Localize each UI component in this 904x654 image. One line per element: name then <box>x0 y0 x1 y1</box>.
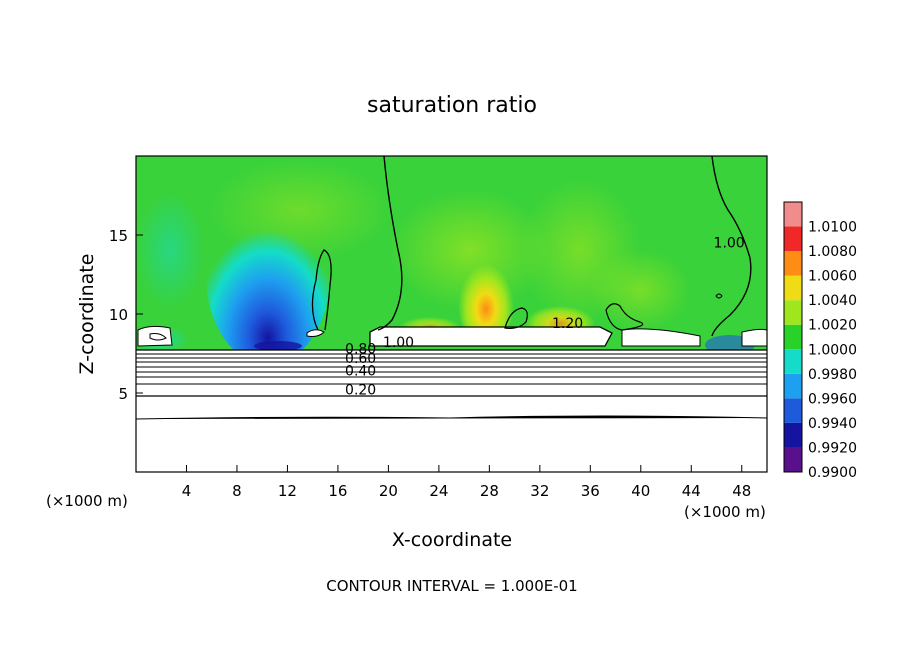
contour-label: 0.60 <box>345 351 376 367</box>
x-unit-right: (×1000 m) <box>684 503 766 521</box>
contour-label: 1.20 <box>552 316 583 332</box>
colorbar-label: 1.0080 <box>808 244 857 260</box>
y-axis: 5 10 15 <box>109 227 143 403</box>
colorbar-swatch <box>784 202 802 227</box>
colorbar-swatch <box>784 398 802 423</box>
x-axis-label: X-coordinate <box>392 529 512 551</box>
x-axis: 4 8 12 16 20 24 28 32 36 40 44 48 <box>182 465 751 500</box>
x-tick-label: 48 <box>732 482 751 500</box>
colorbar-swatch <box>784 324 802 350</box>
colorbar-label: 1.0000 <box>808 342 857 358</box>
colorbar-label: 1.0100 <box>808 220 857 236</box>
x-tick-label: 8 <box>232 482 242 500</box>
colorbar-swatch <box>784 300 802 325</box>
contour-label: 0.40 <box>345 364 376 380</box>
contour-label: 0.80 <box>345 342 376 358</box>
stable-layer <box>136 350 767 472</box>
chart-title: saturation ratio <box>367 93 537 118</box>
colorbar-swatch <box>784 373 802 399</box>
colorbar-swatch <box>784 349 802 374</box>
x-tick-label: 44 <box>682 482 701 500</box>
y-axis-label: Z-coordinate <box>76 254 98 375</box>
colorbar-swatch <box>784 226 802 252</box>
colorbar-label: 1.0020 <box>808 318 857 334</box>
x-tick-label: 40 <box>631 482 650 500</box>
x-tick-label: 28 <box>480 482 499 500</box>
colorbar-swatch <box>784 447 802 472</box>
contour-1-00-right <box>711 156 752 337</box>
x-tick-label: 16 <box>328 482 347 500</box>
x-tick-label: 36 <box>581 482 600 500</box>
colorbar: 0.9900 0.9920 0.9940 0.9960 0.9980 1.0000 1.00… <box>783 201 857 481</box>
y-tick-label: 5 <box>118 385 128 403</box>
contour-label: 1.00 <box>714 236 745 252</box>
x-tick-label: 32 <box>530 482 549 500</box>
colorbar-label: 0.9940 <box>808 416 857 432</box>
colorbar-label: 0.9980 <box>808 367 857 383</box>
plot-area <box>136 156 767 472</box>
moist-plume <box>458 255 514 345</box>
x-tick-label: 12 <box>278 482 297 500</box>
x-tick-label: 20 <box>379 482 398 500</box>
dry-plume <box>206 185 330 365</box>
x-unit-left: (×1000 m) <box>46 492 128 510</box>
colorbar-label: 1.0040 <box>808 293 857 309</box>
colorbar-label: 1.0060 <box>808 269 857 285</box>
colorbar-label: 0.9960 <box>808 391 857 407</box>
x-tick-label: 24 <box>429 482 448 500</box>
contour-1-00-left <box>377 156 403 331</box>
y-tick-label: 10 <box>109 306 128 324</box>
contour-label: 1.00 <box>383 335 414 351</box>
x-tick-label: 4 <box>182 482 192 500</box>
contour-label: 0.20 <box>345 383 376 399</box>
colorbar-swatch <box>784 251 802 276</box>
colorbar-swatch <box>784 275 802 301</box>
colorbar-swatch <box>784 422 802 448</box>
contour-interval-note: CONTOUR INTERVAL = 1.000E-01 <box>326 577 577 595</box>
colorbar-label: 0.9920 <box>808 440 857 456</box>
cloud-region <box>369 326 613 347</box>
colorbar-label: 0.9900 <box>808 465 857 481</box>
y-tick-label: 15 <box>109 227 128 245</box>
colorbar-frame <box>783 201 803 473</box>
contour-labels: 1.00 1.00 1.20 0.800.600.40 0.20 <box>345 236 745 399</box>
